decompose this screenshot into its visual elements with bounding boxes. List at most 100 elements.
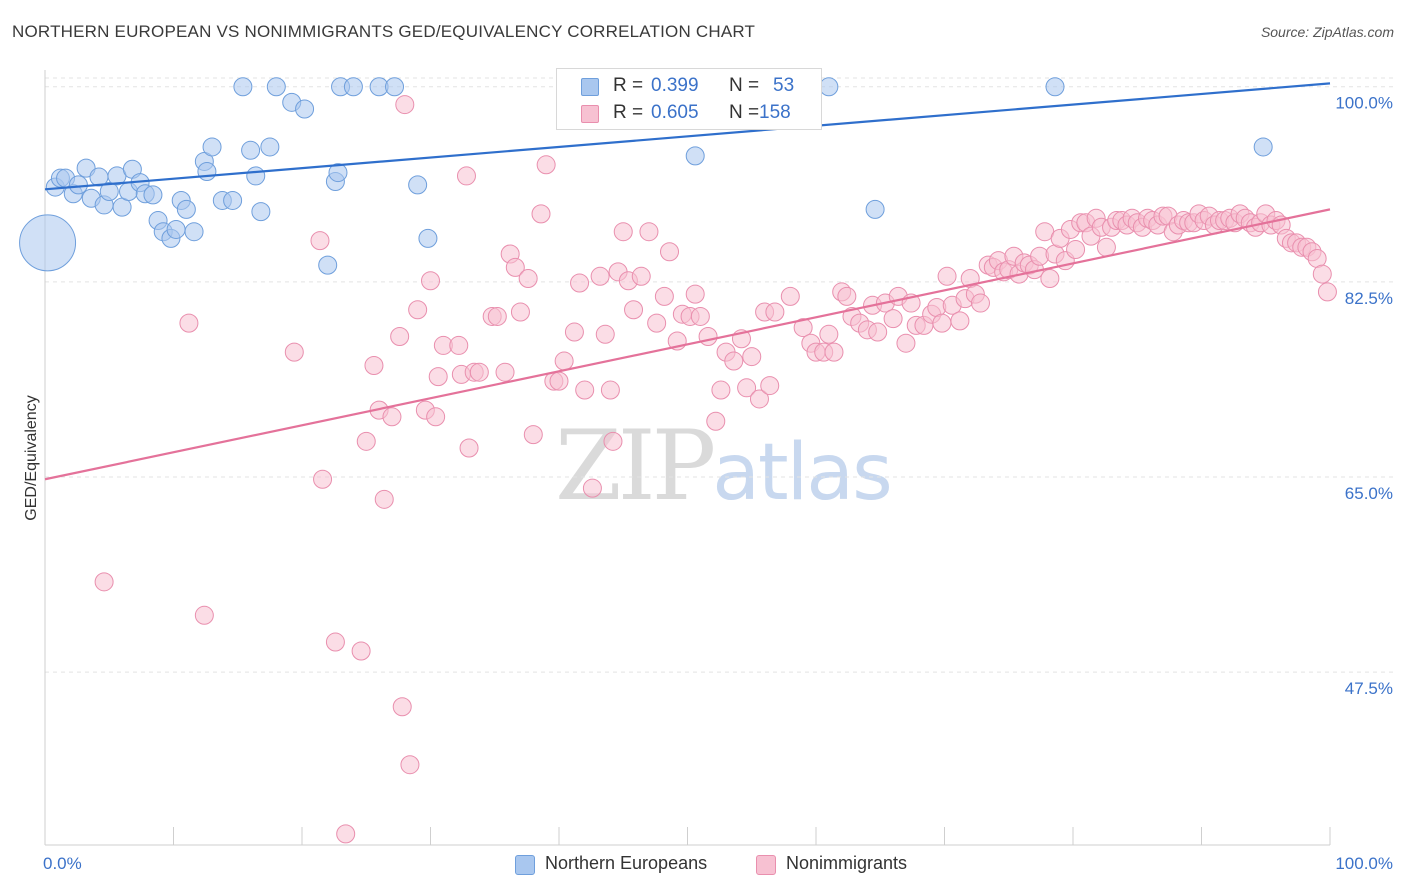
point-northern-europeans xyxy=(202,137,222,157)
x-tick-label-max: 100.0% xyxy=(1335,854,1393,873)
stats-legend: R = 0.399 N = 53 R = 0.605 N = 158 xyxy=(556,68,822,130)
y-tick-label: 65.0% xyxy=(1345,484,1393,503)
point-nonimmigrants xyxy=(1312,264,1332,284)
point-northern-europeans xyxy=(1045,77,1065,97)
point-northern-europeans xyxy=(143,185,163,205)
point-nonimmigrants xyxy=(970,293,990,313)
point-nonimmigrants xyxy=(932,313,952,333)
point-nonimmigrants xyxy=(824,342,844,362)
point-nonimmigrants xyxy=(765,302,785,322)
point-nonimmigrants xyxy=(690,306,710,326)
point-northern-europeans xyxy=(233,77,253,97)
point-nonimmigrants xyxy=(313,469,333,489)
n-label: N = xyxy=(729,75,760,96)
chart-title: NORTHERN EUROPEAN VS NONIMMIGRANTS GED/E… xyxy=(12,22,756,41)
point-northern-europeans xyxy=(197,161,217,181)
source-credit: Source: ZipAtlas.com xyxy=(1260,24,1394,40)
point-northern-europeans xyxy=(19,214,77,272)
point-northern-europeans xyxy=(418,228,438,248)
y-tick-label: 100.0% xyxy=(1335,94,1393,113)
point-northern-europeans xyxy=(685,146,705,166)
point-nonimmigrants xyxy=(1040,269,1060,289)
point-nonimmigrants xyxy=(536,155,556,175)
point-nonimmigrants xyxy=(382,407,402,427)
point-nonimmigrants xyxy=(351,641,371,661)
point-nonimmigrants xyxy=(685,284,705,304)
point-nonimmigrants xyxy=(518,269,538,289)
point-nonimmigrants xyxy=(94,572,114,592)
point-northern-europeans xyxy=(184,222,204,242)
point-northern-europeans xyxy=(241,140,261,160)
point-northern-europeans xyxy=(68,175,88,195)
point-nonimmigrants xyxy=(495,362,515,382)
point-nonimmigrants xyxy=(523,425,543,445)
point-nonimmigrants xyxy=(896,333,916,353)
point-northern-europeans xyxy=(266,77,286,97)
legend-swatch-nonimmigrants xyxy=(581,105,599,123)
point-nonimmigrants xyxy=(426,407,446,427)
point-nonimmigrants xyxy=(660,242,680,262)
point-nonimmigrants xyxy=(590,266,610,286)
point-northern-europeans xyxy=(251,202,271,222)
point-nonimmigrants xyxy=(819,324,839,344)
point-nonimmigrants xyxy=(780,286,800,306)
point-nonimmigrants xyxy=(1317,282,1337,302)
n-label: N = xyxy=(729,102,760,123)
point-nonimmigrants xyxy=(456,166,476,186)
point-nonimmigrants xyxy=(737,378,757,398)
point-nonimmigrants xyxy=(395,95,415,115)
r-label: R = xyxy=(613,75,644,96)
point-northern-europeans xyxy=(223,190,243,210)
point-nonimmigrants xyxy=(408,300,428,320)
point-nonimmigrants xyxy=(613,222,633,242)
watermark-zip: ZIP xyxy=(555,410,716,522)
point-nonimmigrants xyxy=(487,306,507,326)
point-nonimmigrants xyxy=(575,380,595,400)
point-nonimmigrants xyxy=(595,324,615,344)
point-nonimmigrants xyxy=(356,431,376,451)
point-northern-europeans xyxy=(99,182,119,202)
legend-swatch-northern-europeans xyxy=(515,855,535,875)
point-nonimmigrants xyxy=(793,318,813,338)
point-nonimmigrants xyxy=(698,327,718,347)
point-nonimmigrants xyxy=(179,313,199,333)
trend-line-nonimmigrants xyxy=(44,208,1331,481)
point-nonimmigrants xyxy=(554,351,574,371)
point-nonimmigrants xyxy=(459,438,479,458)
point-nonimmigrants xyxy=(624,300,644,320)
point-nonimmigrants xyxy=(603,431,623,451)
legend-swatch-nonimmigrants xyxy=(756,855,776,875)
trend-line-northern-europeans xyxy=(44,82,1331,191)
point-nonimmigrants xyxy=(760,376,780,396)
point-northern-europeans xyxy=(260,137,280,157)
r-label: R = xyxy=(613,102,644,123)
point-northern-europeans xyxy=(176,199,196,219)
point-nonimmigrants xyxy=(639,222,659,242)
point-northern-europeans xyxy=(343,77,363,97)
point-nonimmigrants xyxy=(549,371,569,391)
point-northern-europeans xyxy=(819,77,839,97)
point-northern-europeans xyxy=(318,255,338,275)
point-nonimmigrants xyxy=(711,380,731,400)
point-nonimmigrants xyxy=(336,824,356,844)
point-nonimmigrants xyxy=(724,351,744,371)
point-nonimmigrants xyxy=(570,273,590,293)
point-nonimmigrants xyxy=(310,231,330,251)
point-northern-europeans xyxy=(408,175,428,195)
point-nonimmigrants xyxy=(654,286,674,306)
x-tick-label-min: 0.0% xyxy=(43,854,82,873)
y-tick-label: 82.5% xyxy=(1345,289,1393,308)
point-nonimmigrants xyxy=(284,342,304,362)
point-nonimmigrants xyxy=(469,362,489,382)
point-nonimmigrants xyxy=(600,380,620,400)
y-axis-label: GED/Equivalency xyxy=(23,395,40,520)
legend-label-nonimmigrants: Nonimmigrants xyxy=(786,853,908,873)
point-nonimmigrants xyxy=(400,755,420,775)
point-nonimmigrants xyxy=(449,335,469,355)
point-nonimmigrants xyxy=(647,313,667,333)
n-value-northern-europeans: 53 xyxy=(773,75,795,96)
point-nonimmigrants xyxy=(868,322,888,342)
y-tick-label: 47.5% xyxy=(1345,679,1393,698)
point-northern-europeans xyxy=(328,163,348,183)
